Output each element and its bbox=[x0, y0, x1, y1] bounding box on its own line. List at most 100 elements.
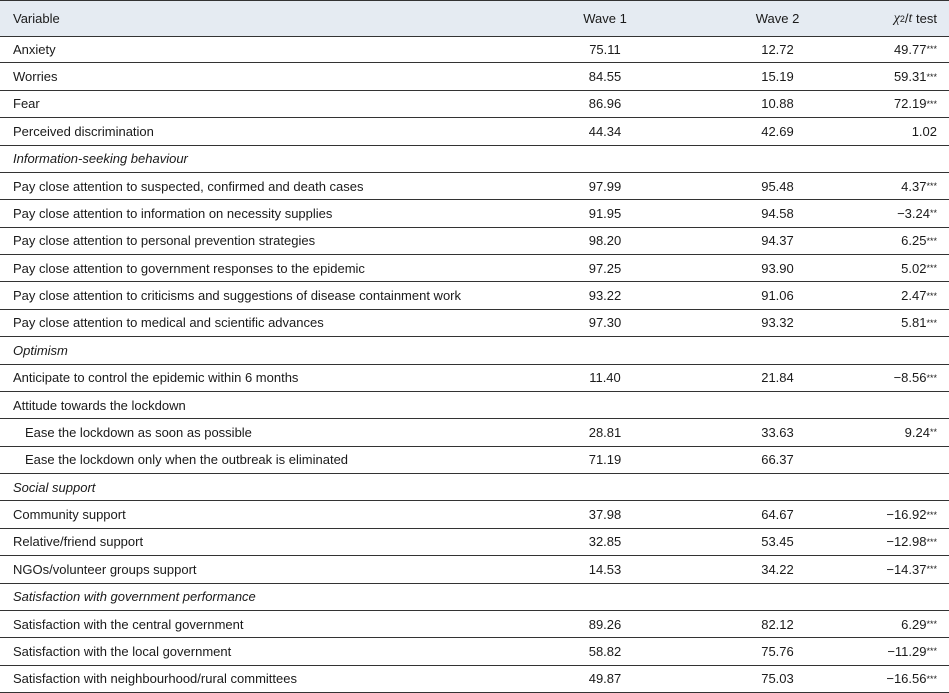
header-cell: χ 2/t test bbox=[893, 10, 937, 27]
test-cell: 2.47 *** bbox=[901, 288, 937, 304]
wave1-cell: 32.85 bbox=[588, 534, 622, 550]
table-row: Anticipate to control the epidemic withi… bbox=[0, 365, 949, 392]
table-row: Community support 37.98 64.67 −16.92 *** bbox=[0, 501, 949, 529]
test-cell: −16.92 *** bbox=[886, 507, 937, 523]
table-row: Pay close attention to criticisms and su… bbox=[0, 282, 949, 310]
wave1-cell: 89.26 bbox=[588, 616, 622, 632]
t: t bbox=[908, 10, 913, 26]
table-row: Satisfaction with neighbourhood/rural co… bbox=[0, 666, 949, 693]
test-value: 49.77 bbox=[893, 41, 927, 57]
wave2-cell: 75.03 bbox=[761, 671, 794, 687]
wave1-cell: 37.98 bbox=[588, 507, 622, 523]
test-cell: −8.56 *** bbox=[893, 370, 937, 386]
test-cell: 4.37 *** bbox=[901, 178, 937, 194]
test-value: 4.37 bbox=[901, 178, 927, 194]
test-value: −11.29 bbox=[887, 643, 927, 659]
wave1-cell: 93.22 bbox=[588, 288, 622, 304]
table-row: Pay close attention to government respon… bbox=[0, 255, 949, 283]
wave2-cell: 75.76 bbox=[761, 643, 794, 659]
rest: test bbox=[912, 11, 937, 26]
variable-cell: Information-seeking behaviour bbox=[13, 151, 188, 167]
variable-cell: Pay close attention to government respon… bbox=[13, 260, 365, 276]
variable-cell: Satisfaction with the local government bbox=[13, 643, 232, 659]
variable-cell: Satisfaction with government performance bbox=[13, 589, 256, 605]
test-value: 6.25 bbox=[901, 233, 927, 249]
slash: / bbox=[904, 11, 909, 26]
variable-cell: Optimism bbox=[13, 342, 68, 358]
table-row: Pay close attention to personal preventi… bbox=[0, 228, 949, 255]
test-cell: 59.31 *** bbox=[893, 69, 937, 85]
table-row: Anxiety 75.11 12.72 49.77 *** bbox=[0, 36, 949, 64]
table-row: Ease the lockdown as soon as possible 28.… bbox=[0, 419, 949, 447]
test-value: 59.31 bbox=[893, 69, 927, 85]
wave1-cell: 44.34 bbox=[588, 123, 622, 139]
variable-cell: Pay close attention to information on ne… bbox=[13, 205, 333, 221]
table-row: Pay close attention to information on ne… bbox=[0, 200, 949, 228]
wave2-cell: 82.12 bbox=[761, 616, 794, 632]
test-value: 72.19 bbox=[893, 96, 927, 112]
wave2-cell: 42.69 bbox=[761, 123, 794, 139]
test-value: −14.37 bbox=[886, 561, 927, 577]
wave2-cell: 10.88 bbox=[761, 96, 794, 112]
wave2-cell: 21.84 bbox=[761, 370, 794, 386]
test-cell: −12.98 *** bbox=[886, 534, 937, 550]
wave1-cell: 14.53 bbox=[588, 561, 622, 577]
wave2-cell: 34.22 bbox=[761, 561, 794, 577]
wave2-cell: 93.90 bbox=[761, 260, 794, 276]
wave1-cell: 84.55 bbox=[588, 69, 622, 85]
wave2-cell: 91.06 bbox=[761, 288, 794, 304]
test-cell: −11.29 *** bbox=[887, 643, 937, 659]
test-value: −16.56 bbox=[886, 671, 927, 687]
header-cell: Variable bbox=[13, 11, 60, 26]
test-cell: 49.77 *** bbox=[893, 41, 937, 57]
symbol: χ bbox=[893, 10, 900, 26]
wave1-cell: 86.96 bbox=[588, 96, 622, 112]
table-row: Fear 86.96 10.88 72.19 *** bbox=[0, 91, 949, 119]
table-row: Satisfaction with the central government… bbox=[0, 611, 949, 639]
test-value: 1.02 bbox=[911, 123, 937, 139]
test-value: −8.56 bbox=[893, 370, 927, 386]
variable-cell: Pay close attention to medical and scien… bbox=[13, 315, 324, 331]
test-cell: −16.56 *** bbox=[886, 671, 937, 687]
table-row: Satisfaction with government performance bbox=[0, 584, 949, 611]
test-cell: 6.29 *** bbox=[901, 616, 937, 632]
table-row: Perceived discrimination 44.34 42.69 1.02 bbox=[0, 118, 949, 146]
test-cell: 1.02 bbox=[912, 118, 937, 144]
table-row: Satisfaction with the local government 58… bbox=[0, 638, 949, 666]
variable-cell: Perceived discrimination bbox=[13, 123, 154, 139]
test-value: 9.24 bbox=[904, 424, 930, 440]
test-value: 6.29 bbox=[901, 616, 927, 632]
header-cell: Wave 1 bbox=[583, 11, 627, 26]
variable-cell: Worries bbox=[13, 69, 58, 85]
wave1-cell: 97.25 bbox=[588, 260, 622, 276]
test-value: 5.81 bbox=[901, 315, 927, 331]
test-value: −12.98 bbox=[886, 534, 927, 550]
variable-cell: Community support bbox=[13, 507, 126, 523]
test-cell: 5.81 *** bbox=[901, 315, 937, 331]
wave2-cell: 93.32 bbox=[761, 315, 794, 331]
wave2-cell: 94.37 bbox=[761, 233, 794, 249]
variable-cell: Satisfaction with neighbourhood/rural co… bbox=[13, 671, 297, 687]
wave2-cell: 12.72 bbox=[761, 41, 794, 57]
variable-cell: NGOs/volunteer groups support bbox=[13, 561, 197, 577]
header-row: Variable Wave 1 Wave 2 χ 2/t test bbox=[0, 1, 949, 37]
test-cell: −3.24 ** bbox=[897, 205, 937, 221]
variable-cell: Relative/friend support bbox=[13, 534, 144, 550]
table-row: Attitude towards the lockdown bbox=[0, 392, 949, 420]
wave2-cell: 53.45 bbox=[761, 534, 794, 550]
test-cell: 5.02 *** bbox=[901, 260, 937, 276]
wave2-cell: 94.58 bbox=[761, 205, 794, 221]
variable-cell: Social support bbox=[13, 479, 96, 495]
table-row: Worries 84.55 15.19 59.31 *** bbox=[0, 63, 949, 91]
wave1-cell: 91.95 bbox=[588, 205, 622, 221]
wave2-cell: 15.19 bbox=[761, 69, 794, 85]
wave2-cell: 95.48 bbox=[761, 178, 794, 194]
variable-cell: Anticipate to control the epidemic withi… bbox=[13, 370, 299, 386]
table-row: Social support bbox=[0, 474, 949, 502]
variable-cell: Fear bbox=[13, 96, 40, 112]
wave2-cell: 64.67 bbox=[761, 507, 794, 523]
table-row: NGOs/volunteer groups support 14.53 34.22 −… bbox=[0, 556, 949, 584]
variable-cell: Attitude towards the lockdown bbox=[13, 397, 186, 413]
variable-cell: Pay close attention to suspected, confir… bbox=[13, 178, 364, 194]
variable-cell: Pay close attention to criticisms and su… bbox=[13, 288, 462, 304]
